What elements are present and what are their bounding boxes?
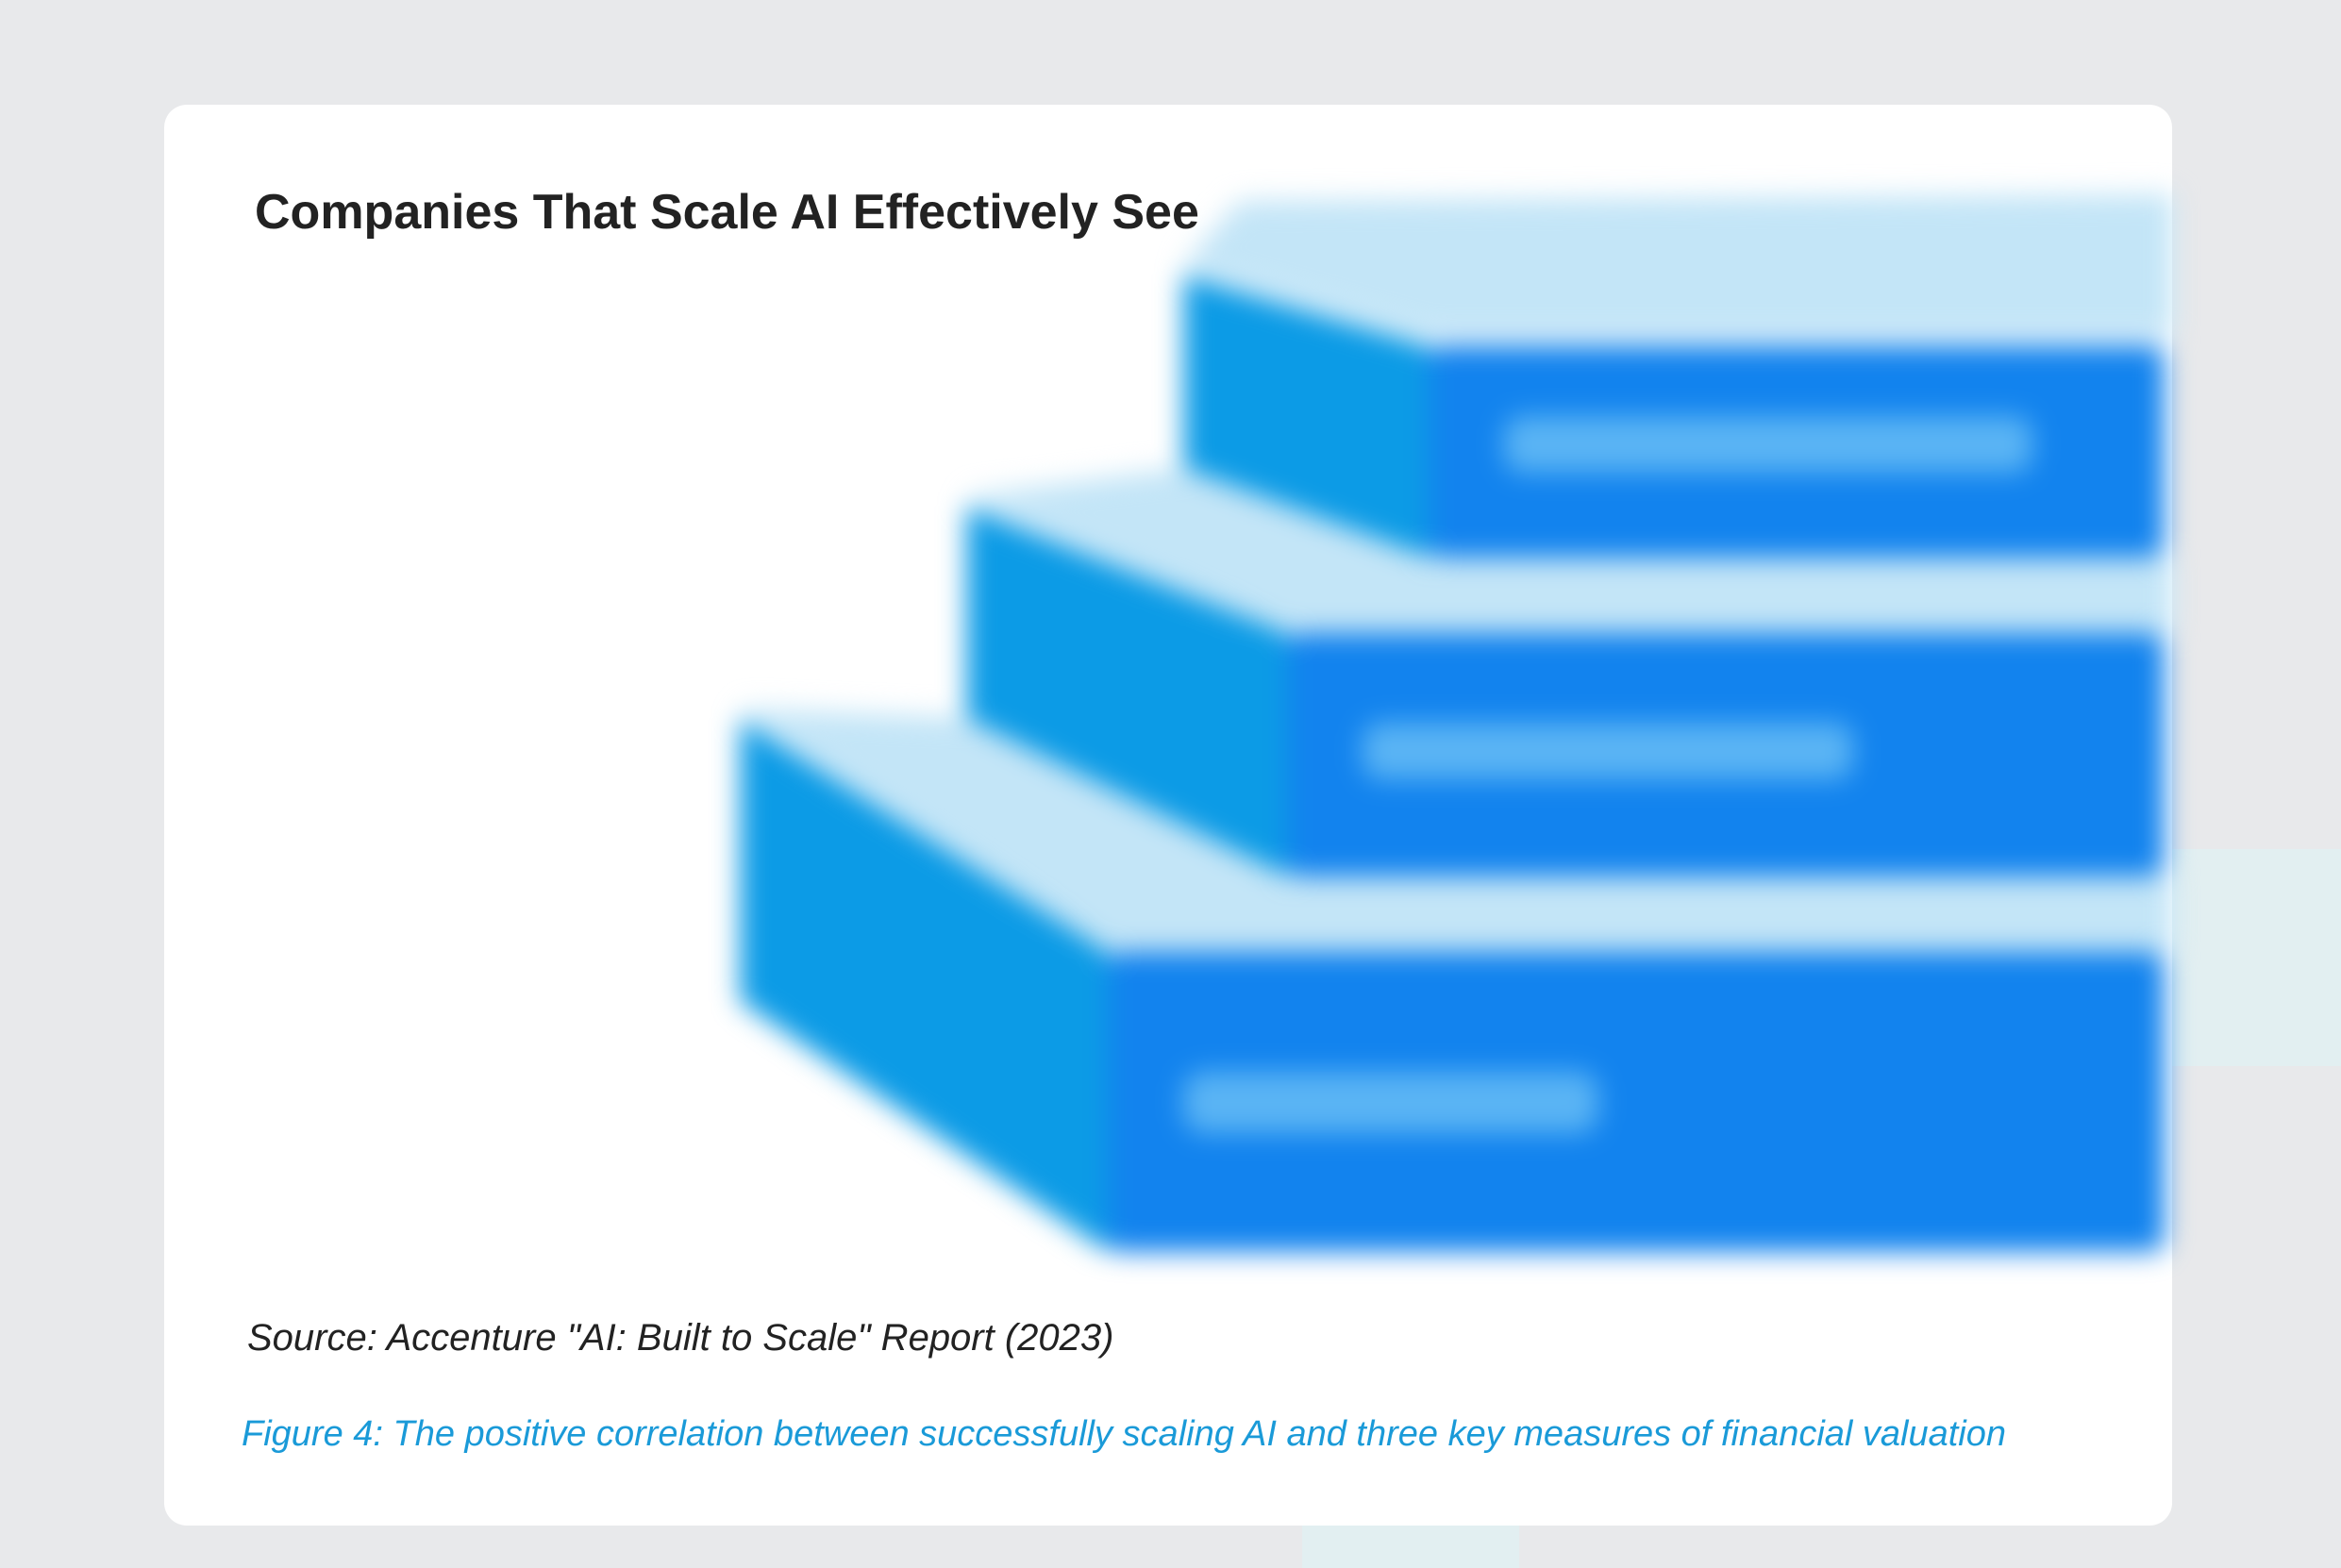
step-bottom-upper-face xyxy=(740,709,2172,952)
figure-caption: Figure 4: The positive correlation betwe… xyxy=(242,1414,2007,1454)
figure-card: Companies That Scale AI Effectively See … xyxy=(164,105,2172,1526)
step-top-upper-face xyxy=(1183,194,2172,336)
step-top-text-blur xyxy=(1504,416,2032,473)
figure-title: Companies That Scale AI Effectively See xyxy=(255,185,1199,240)
background-decoration xyxy=(2170,849,2341,1066)
step-top-side-face xyxy=(1183,275,1429,558)
step-middle-side-face xyxy=(966,506,1287,876)
step-bottom-front-face xyxy=(1108,952,2165,1252)
step-middle-upper-face xyxy=(966,468,2172,633)
step-bottom-side-face xyxy=(740,718,1108,1252)
background-decoration xyxy=(1302,1524,1519,1568)
step-middle-text-blur xyxy=(1363,723,1853,779)
step-bottom-text-blur xyxy=(1183,1072,1598,1133)
stairs-graphic xyxy=(740,194,2172,1252)
source-text: Source: Accenture "AI: Built to Scale" R… xyxy=(247,1317,1114,1359)
